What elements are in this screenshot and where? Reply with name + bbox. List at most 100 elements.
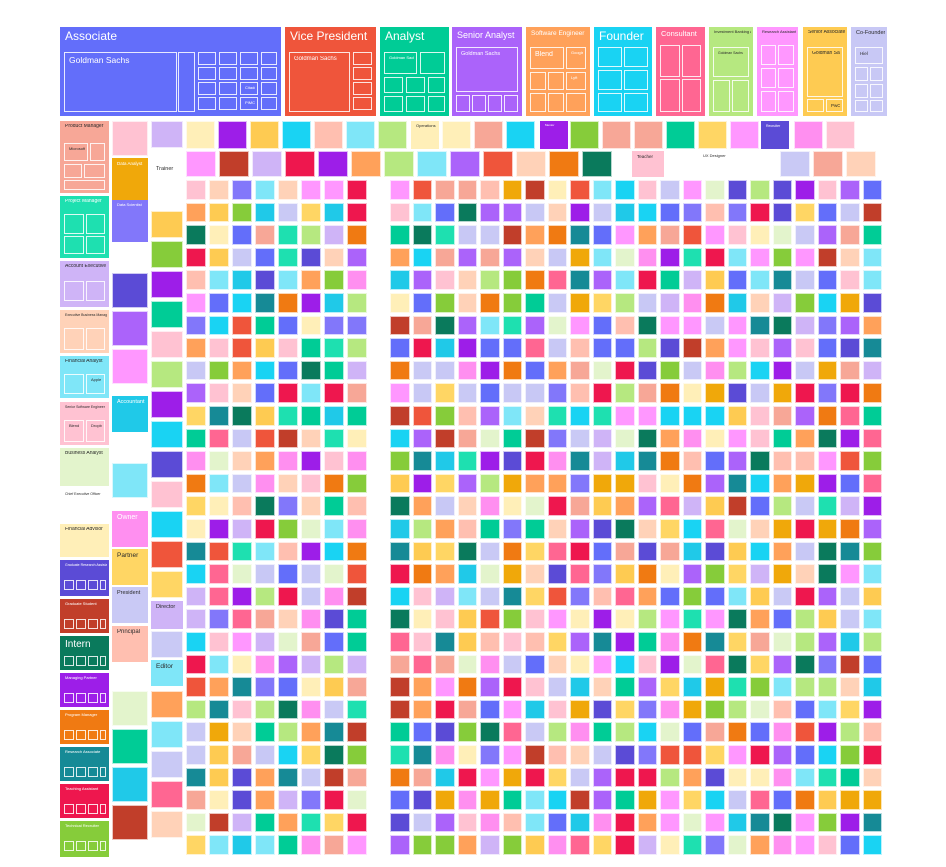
treemap-leaf-cell[interactable] (435, 496, 455, 516)
treemap-child-node[interactable] (682, 79, 701, 112)
treemap-leaf-cell[interactable] (682, 699, 702, 720)
treemap-leaf-cell[interactable] (412, 383, 432, 403)
treemap-node-senior-software-engineer[interactable]: Senior Software Engineer Blend Dropbox (60, 402, 109, 445)
treemap-leaf-cell[interactable] (705, 790, 725, 810)
treemap-leaf-cell[interactable] (592, 270, 612, 290)
treemap-leaf-cell[interactable] (278, 632, 298, 652)
treemap-leaf-cell[interactable] (209, 586, 229, 607)
treemap-leaf-cell[interactable] (480, 338, 500, 358)
treemap-leaf-cell[interactable] (347, 564, 367, 584)
treemap-leaf-cell[interactable] (795, 519, 815, 539)
treemap-leaf-cell[interactable] (301, 722, 321, 742)
treemap-leaf-cell[interactable] (705, 564, 725, 584)
treemap-leaf-cell[interactable] (772, 247, 792, 268)
treemap-leaf-cell[interactable] (301, 360, 321, 381)
treemap-child-node[interactable] (100, 730, 106, 740)
treemap-leaf-cell[interactable] (285, 151, 315, 177)
treemap-node-trainer[interactable]: Trainer (151, 163, 183, 201)
treemap-leaf-cell[interactable] (480, 451, 500, 471)
treemap-leaf-cell[interactable] (750, 225, 770, 245)
treemap-leaf-cell[interactable] (390, 360, 410, 381)
treemap-child-node[interactable] (406, 96, 425, 112)
treemap-leaf-cell[interactable] (324, 654, 344, 675)
treemap-leaf-cell[interactable] (840, 812, 860, 833)
treemap-leaf-cell[interactable] (278, 338, 298, 358)
treemap-leaf-cell[interactable] (151, 421, 183, 448)
treemap-leaf-cell[interactable] (705, 338, 725, 358)
treemap-leaf-cell[interactable] (435, 790, 455, 810)
treemap-leaf-cell[interactable] (502, 225, 522, 245)
treemap-child-node[interactable] (761, 45, 776, 65)
treemap-leaf-cell[interactable] (615, 654, 635, 675)
treemap-leaf-cell[interactable] (186, 609, 206, 629)
treemap-leaf-cell[interactable] (457, 293, 477, 313)
treemap-leaf-cell[interactable] (682, 383, 702, 403)
treemap-leaf-cell[interactable] (795, 722, 815, 742)
treemap-leaf-cell[interactable] (840, 247, 860, 268)
treemap-leaf-cell[interactable] (390, 519, 410, 539)
treemap-leaf-cell[interactable] (772, 180, 792, 200)
treemap-leaf-cell[interactable] (795, 564, 815, 584)
treemap-leaf-cell[interactable] (840, 473, 860, 494)
treemap-leaf-cell[interactable] (570, 315, 590, 336)
treemap-child-node[interactable] (100, 580, 106, 590)
treemap-leaf-cell[interactable] (592, 293, 612, 313)
treemap-leaf-cell[interactable] (255, 315, 275, 336)
treemap-child-node[interactable] (261, 52, 277, 65)
treemap-leaf-cell[interactable] (727, 767, 747, 788)
treemap-leaf-cell[interactable] (278, 835, 298, 855)
treemap-leaf-cell[interactable] (232, 473, 252, 494)
treemap-leaf-cell[interactable] (278, 496, 298, 516)
treemap-child-node[interactable] (261, 82, 277, 95)
treemap-leaf-cell[interactable] (592, 180, 612, 200)
treemap-leaf-cell[interactable] (817, 632, 837, 652)
treemap-leaf-cell[interactable] (570, 564, 590, 584)
treemap-leaf-cell[interactable] (301, 428, 321, 449)
treemap-leaf-cell[interactable] (324, 293, 344, 313)
treemap-leaf-cell[interactable] (502, 722, 522, 742)
treemap-leaf-cell[interactable] (750, 270, 770, 290)
treemap-leaf-cell[interactable] (682, 790, 702, 810)
treemap-leaf-cell[interactable] (186, 812, 206, 833)
treemap-leaf-cell[interactable] (457, 835, 477, 855)
treemap-leaf-cell[interactable] (186, 519, 206, 539)
treemap-child-node[interactable] (64, 730, 74, 740)
treemap-leaf-cell[interactable] (862, 767, 882, 788)
treemap-child-node[interactable] (178, 52, 195, 112)
treemap-leaf-cell[interactable] (637, 315, 657, 336)
treemap-leaf-cell[interactable] (840, 496, 860, 516)
treemap-leaf-cell[interactable] (390, 473, 410, 494)
treemap-leaf-cell[interactable] (637, 338, 657, 358)
treemap-leaf-cell[interactable] (301, 767, 321, 788)
treemap-leaf-cell[interactable] (570, 406, 590, 426)
treemap-leaf-cell[interactable] (151, 451, 183, 478)
treemap-leaf-cell[interactable] (525, 812, 545, 833)
treemap-leaf-cell[interactable] (480, 745, 500, 765)
treemap-leaf-cell[interactable] (502, 790, 522, 810)
treemap-leaf-cell[interactable] (278, 247, 298, 268)
treemap-leaf-cell[interactable] (772, 609, 792, 629)
treemap-leaf-cell[interactable] (324, 722, 344, 742)
treemap-leaf-cell[interactable] (840, 835, 860, 855)
treemap-leaf-cell[interactable] (660, 722, 680, 742)
treemap-leaf-cell[interactable] (151, 271, 183, 298)
treemap-leaf-cell[interactable] (750, 202, 770, 223)
treemap-leaf-cell[interactable] (232, 632, 252, 652)
treemap-leaf-cell[interactable] (682, 541, 702, 562)
treemap-leaf-cell[interactable] (750, 383, 770, 403)
treemap-leaf-cell[interactable] (278, 812, 298, 833)
treemap-leaf-cell[interactable] (209, 202, 229, 223)
treemap-leaf-cell[interactable] (705, 270, 725, 290)
treemap-node-analyst[interactable]: Analyst Goldman Sachs (380, 27, 449, 116)
treemap-leaf-cell[interactable] (390, 496, 410, 516)
treemap-child-node[interactable] (100, 804, 106, 814)
treemap-leaf-cell[interactable] (255, 406, 275, 426)
treemap-leaf-cell[interactable] (862, 360, 882, 381)
treemap-node-financial-analyst[interactable]: Financial Analyst Apple (60, 356, 109, 398)
treemap-leaf-cell[interactable] (570, 835, 590, 855)
treemap-leaf-cell[interactable] (278, 519, 298, 539)
treemap-leaf-cell[interactable] (547, 745, 567, 765)
treemap-leaf-cell[interactable] (525, 654, 545, 675)
treemap-node-research-assistant[interactable]: Research Assistant (757, 27, 798, 116)
treemap-leaf-cell[interactable] (817, 383, 837, 403)
